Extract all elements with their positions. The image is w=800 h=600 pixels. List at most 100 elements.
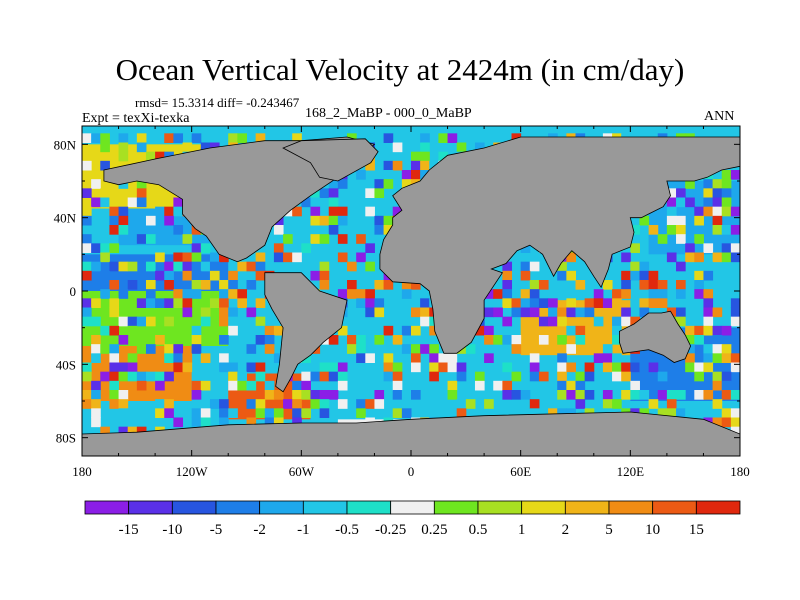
- field-cell: [676, 390, 686, 400]
- field-cell: [383, 362, 394, 373]
- field-cell: [328, 362, 339, 373]
- field-cell: [82, 298, 92, 308]
- field-cell: [173, 225, 184, 235]
- colorbar-swatch: [346, 500, 392, 515]
- field-cell: [703, 390, 714, 400]
- field-cell: [145, 371, 156, 382]
- field-cell: [209, 371, 220, 382]
- field-cell: [191, 133, 202, 143]
- field-cell: [310, 390, 321, 400]
- chart-title: Ocean Vertical Velocity at 2424m (in cm/…: [115, 52, 685, 87]
- field-cell: [91, 380, 101, 391]
- field-cell: [721, 206, 732, 217]
- field-cell: [420, 316, 430, 327]
- field-cell: [621, 362, 631, 373]
- field-cell: [301, 380, 311, 391]
- field-cell: [575, 399, 586, 409]
- field-cell: [438, 133, 449, 143]
- field-cell: [283, 252, 293, 263]
- field-cell: [639, 362, 650, 373]
- field-cell: [100, 252, 110, 263]
- field-cell: [602, 399, 613, 409]
- field-cell: [602, 280, 613, 290]
- field-cell: [365, 261, 375, 272]
- field-cell: [666, 390, 677, 400]
- field-cell: [264, 325, 275, 336]
- field-cell: [685, 344, 695, 354]
- field-cell: [310, 371, 321, 382]
- field-cell: [173, 261, 184, 272]
- field-cell: [666, 399, 677, 409]
- field-cell: [429, 362, 439, 373]
- field-cell: [703, 270, 714, 281]
- colorbar-label: -0.5: [335, 522, 359, 538]
- field-cell: [182, 142, 193, 153]
- field-cell: [401, 408, 412, 418]
- field-cell: [392, 408, 403, 418]
- field-cell: [155, 298, 165, 308]
- field-cell: [173, 133, 184, 143]
- field-cell: [337, 325, 348, 336]
- field-cell: [182, 289, 193, 299]
- field-cell: [136, 188, 147, 198]
- field-cell: [529, 399, 540, 409]
- field-cell: [694, 270, 704, 281]
- field-cell: [712, 197, 723, 208]
- field-cell: [91, 179, 101, 189]
- colorbar-label: -1: [297, 522, 310, 538]
- field-cell: [538, 335, 549, 345]
- field-cell: [502, 362, 513, 373]
- field-cell: [676, 215, 686, 226]
- field-cell: [127, 353, 138, 363]
- field-cell: [703, 307, 714, 318]
- field-cell: [182, 252, 193, 263]
- field-cell: [447, 133, 458, 143]
- field-cell: [82, 206, 92, 217]
- field-cell: [109, 261, 120, 272]
- colorbar-label: 10: [645, 522, 660, 538]
- land-mask: [82, 136, 740, 456]
- field-cell: [639, 298, 650, 308]
- field-cell: [365, 206, 375, 217]
- field-cell: [164, 344, 174, 354]
- field-cell: [173, 417, 184, 428]
- field-cell: [730, 362, 740, 373]
- field-cell: [584, 371, 595, 382]
- field-cell: [374, 225, 385, 235]
- field-cell: [721, 390, 732, 400]
- field-cell: [118, 408, 129, 418]
- field-cell: [621, 280, 631, 290]
- field-cell: [474, 325, 485, 336]
- field-cell: [273, 252, 284, 263]
- field-cell: [209, 270, 220, 281]
- field-cell: [730, 170, 740, 180]
- field-cell: [493, 307, 503, 318]
- field-cell: [529, 289, 540, 299]
- field-cell: [566, 380, 576, 391]
- field-cell: [502, 380, 513, 391]
- field-cell: [228, 316, 238, 327]
- field-cell: [502, 270, 513, 281]
- colorbar-label: 0.25: [421, 522, 447, 538]
- field-cell: [612, 289, 622, 299]
- x-tick-label: 120W: [176, 464, 209, 479]
- field-cell: [155, 380, 165, 391]
- field-cell: [621, 307, 631, 318]
- field-cell: [136, 316, 147, 327]
- field-cell: [566, 362, 576, 373]
- field-cell: [685, 179, 695, 189]
- field-cell: [712, 188, 723, 198]
- field-cell: [100, 371, 110, 382]
- field-cell: [575, 380, 586, 391]
- field-cell: [109, 353, 120, 363]
- field-cell: [712, 179, 723, 189]
- field-cell: [109, 280, 120, 290]
- field-cell: [612, 362, 622, 373]
- field-cell: [337, 362, 348, 373]
- field-cell: [200, 353, 211, 363]
- field-cell: [456, 362, 467, 373]
- field-cell: [502, 390, 513, 400]
- field-cell: [593, 316, 604, 327]
- field-cell: [237, 371, 247, 382]
- field-cell: [118, 335, 129, 345]
